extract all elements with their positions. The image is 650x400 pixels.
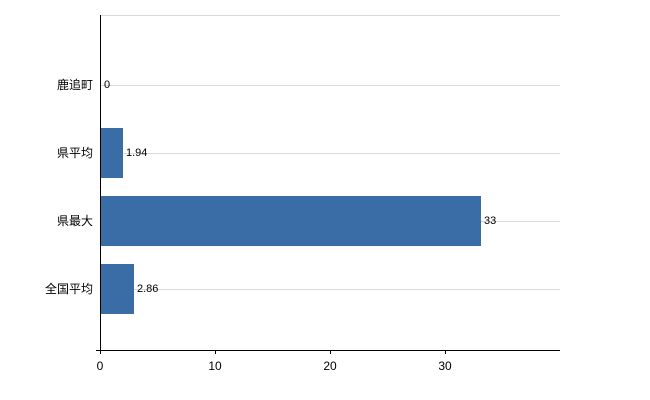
x-tick-mark: [330, 350, 331, 354]
gridline: [100, 85, 560, 86]
value-label: 33: [484, 215, 497, 227]
bar: [101, 128, 123, 178]
x-tick-mark: [215, 350, 216, 354]
category-label: 鹿追町: [56, 78, 93, 92]
category-label: 県平均: [56, 146, 93, 160]
gridline: [100, 289, 560, 290]
category-label: 全国平均: [44, 282, 93, 296]
gridline: [100, 15, 560, 16]
x-tick-label: 0: [96, 359, 104, 373]
x-tick-label: 20: [323, 359, 337, 373]
x-tick-label: 30: [438, 359, 452, 373]
category-label: 県最大: [56, 214, 93, 228]
value-label: 2.86: [137, 283, 159, 295]
y-axis-line: [100, 15, 101, 351]
value-label: 0: [104, 79, 111, 91]
x-tick-mark: [100, 350, 101, 354]
value-label: 1.94: [126, 147, 148, 159]
gridline: [100, 153, 560, 154]
bar: [101, 196, 481, 246]
bar: [101, 264, 134, 314]
x-tick-label: 10: [208, 359, 222, 373]
x-axis-line: [96, 350, 560, 351]
x-tick-mark: [445, 350, 446, 354]
